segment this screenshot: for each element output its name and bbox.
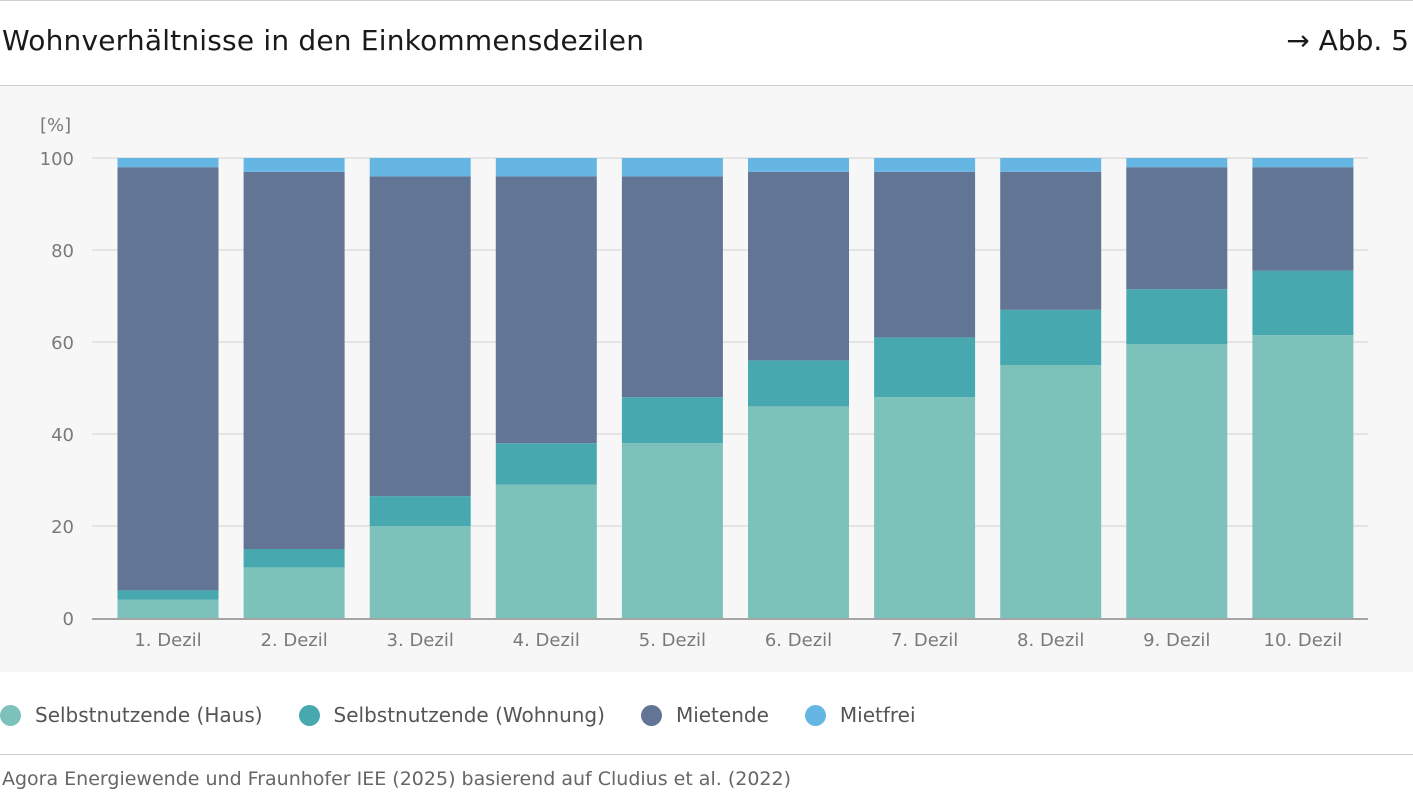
bar-10-series-4 <box>1252 158 1354 168</box>
bar-1-series-2 <box>117 590 219 600</box>
legend-label-4: Mietfrei <box>839 703 916 727</box>
x-tick-label-6: 6. Dezil <box>765 630 832 651</box>
bottom-rule <box>0 754 1413 755</box>
x-tick-label-1: 1. Dezil <box>134 630 201 651</box>
bar-4-series-1 <box>495 484 597 618</box>
legend-item-1: Selbstnutzende (Haus) <box>0 703 263 727</box>
legend-item-4: Mietfrei <box>804 703 916 727</box>
chart-title: Wohnverhältnisse in den Einkommensdezile… <box>2 24 645 57</box>
bar-1-series-1 <box>117 599 219 618</box>
bar-9-series-4 <box>1126 158 1228 168</box>
bar-5-series-3 <box>621 176 723 398</box>
bar-7-series-1 <box>874 397 976 618</box>
bar-3-series-4 <box>369 158 471 177</box>
bar-10-series-3 <box>1252 167 1354 271</box>
bar-2-series-4 <box>243 158 345 172</box>
bar-2-series-2 <box>243 549 345 568</box>
y-tick-label-20: 20 <box>51 517 74 538</box>
x-tick-label-4: 4. Dezil <box>513 630 580 651</box>
legend-label-3: Mietende <box>675 703 769 727</box>
bar-5-series-4 <box>621 158 723 177</box>
bar-1-series-4 <box>117 158 219 168</box>
bar-1-series-3 <box>117 167 219 591</box>
y-tick-label-60: 60 <box>51 333 74 354</box>
x-tick-label-7: 7. Dezil <box>891 630 958 651</box>
bar-9-series-1 <box>1126 344 1228 618</box>
legend-swatch-2 <box>298 704 320 726</box>
bar-10-series-2 <box>1252 270 1354 336</box>
stacked-bar-chart: 0 20 40 60 80 100 [%] 1. Dezil 2. Dezil 3. Dezil 4… <box>40 115 1368 651</box>
bar-9-series-2 <box>1126 289 1228 345</box>
bar-7-series-3 <box>874 171 976 338</box>
legend-swatch-4 <box>804 704 826 726</box>
y-tick-label-100: 100 <box>40 149 74 170</box>
bar-2-series-3 <box>243 171 345 550</box>
header-rule <box>0 85 1413 86</box>
bar-8-series-4 <box>1000 158 1102 172</box>
bar-6-series-3 <box>748 171 849 361</box>
legend-item-2: Selbstnutzende (Wohnung) <box>298 703 605 727</box>
source-note: Agora Energiewende und Fraunhofer IEE (2… <box>2 768 791 790</box>
bar-9-series-3 <box>1126 167 1228 290</box>
legend-swatch-1 <box>0 704 21 726</box>
y-tick-label-0: 0 <box>63 609 74 630</box>
legend-label-1: Selbstnutzende (Haus) <box>35 703 263 727</box>
top-rule <box>0 0 1413 1</box>
bar-5-series-2 <box>621 397 723 444</box>
legend-item-3: Mietende <box>640 703 769 727</box>
bar-4-series-3 <box>495 176 597 444</box>
x-tick-label-2: 2. Dezil <box>260 630 327 651</box>
bar-3-series-2 <box>369 496 471 526</box>
bar-5-series-1 <box>621 443 723 618</box>
x-tick-label-10: 10. Dezil <box>1264 630 1343 651</box>
chart-panel: 0 20 40 60 80 100 [%] 1. Dezil 2. Dezil 3. Dezil 4… <box>0 86 1413 672</box>
bar-3-series-3 <box>369 176 471 497</box>
bar-8-series-1 <box>1000 365 1102 618</box>
bar-3-series-1 <box>369 526 471 618</box>
bar-2-series-1 <box>243 567 345 618</box>
x-tick-label-8: 8. Dezil <box>1017 630 1084 651</box>
y-axis-label: [%] <box>40 115 71 136</box>
x-tick-label-9: 9. Dezil <box>1143 630 1210 651</box>
legend-label-2: Selbstnutzende (Wohnung) <box>333 703 605 727</box>
bar-7-series-2 <box>874 337 976 398</box>
bar-4-series-2 <box>495 443 597 485</box>
bar-6-series-2 <box>748 360 849 407</box>
legend: Selbstnutzende (Haus) Selbstnutzende (Woh… <box>0 700 952 730</box>
bar-8-series-3 <box>1000 171 1102 310</box>
x-tick-label-3: 3. Dezil <box>387 630 454 651</box>
bar-6-series-1 <box>748 406 849 618</box>
bar-8-series-2 <box>1000 309 1102 365</box>
x-tick-label-5: 5. Dezil <box>639 630 706 651</box>
y-tick-label-40: 40 <box>51 425 74 446</box>
bar-4-series-4 <box>495 158 597 177</box>
y-tick-label-80: 80 <box>51 241 74 262</box>
bar-6-series-4 <box>748 158 849 172</box>
figure-reference: → Abb. 5 <box>1286 24 1409 57</box>
bar-10-series-1 <box>1252 335 1354 618</box>
bar-7-series-4 <box>874 158 976 172</box>
legend-swatch-3 <box>640 704 662 726</box>
